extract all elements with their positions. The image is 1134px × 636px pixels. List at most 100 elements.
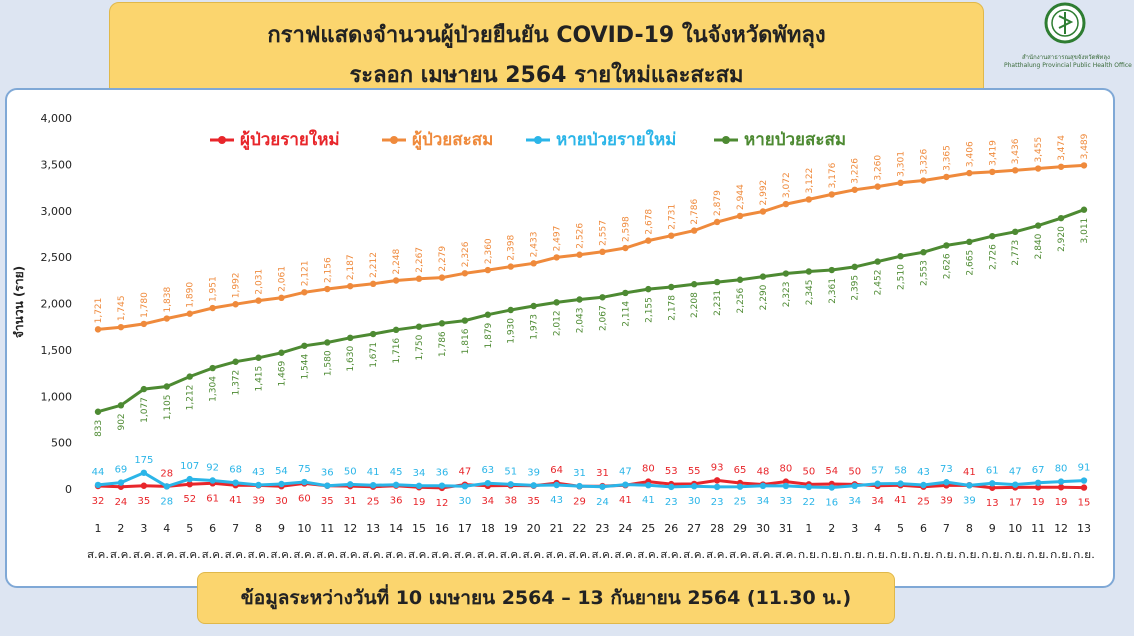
data-point bbox=[713, 218, 721, 226]
data-point bbox=[851, 482, 858, 490]
data-point bbox=[1057, 214, 1065, 222]
data-point bbox=[117, 479, 125, 486]
data-label: 2,433 bbox=[530, 232, 540, 258]
x-tick-label: 6 bbox=[209, 522, 216, 535]
data-label: 41 bbox=[367, 467, 380, 478]
data-point bbox=[461, 483, 469, 490]
data-point bbox=[1080, 477, 1088, 484]
data-label: 39 bbox=[963, 495, 976, 506]
data-point bbox=[278, 294, 285, 302]
data-label: 2,067 bbox=[598, 305, 608, 331]
data-label: 2,678 bbox=[644, 209, 654, 235]
data-label: 22 bbox=[802, 497, 815, 508]
data-point bbox=[828, 266, 835, 274]
x-tick-label: 5 bbox=[186, 522, 193, 535]
data-label: 41 bbox=[963, 467, 976, 478]
data-point bbox=[576, 251, 583, 258]
x-month-label: ส.ค. bbox=[362, 550, 384, 561]
x-tick-label: 17 bbox=[458, 522, 472, 535]
data-label: 1,780 bbox=[140, 292, 150, 318]
x-month-label: ส.ค. bbox=[270, 550, 292, 561]
data-label: 25 bbox=[917, 497, 930, 508]
data-label: 2,187 bbox=[346, 254, 356, 280]
x-tick-label: 16 bbox=[435, 522, 449, 535]
data-point bbox=[989, 484, 996, 491]
data-label: 73 bbox=[940, 464, 953, 475]
data-label: 50 bbox=[802, 466, 815, 477]
org-name-thai: สำนักงานสาธารณสุขจังหวัดพัทลุง bbox=[1022, 54, 1110, 61]
data-point bbox=[920, 177, 927, 184]
x-tick-label: 10 bbox=[1008, 522, 1022, 535]
data-label: 2,665 bbox=[965, 250, 975, 276]
chart-title: กราฟแสดงจำนวนผู้ป่วยยืนยัน COVID-19 ในจั… bbox=[267, 23, 826, 48]
x-month-label: ส.ค. bbox=[614, 550, 636, 561]
data-label: 2,290 bbox=[759, 284, 769, 310]
data-label: 2,731 bbox=[667, 204, 677, 230]
data-label: 31 bbox=[344, 496, 357, 507]
data-label: 1,992 bbox=[232, 272, 242, 298]
data-label: 2,361 bbox=[828, 278, 838, 304]
series-line-3 bbox=[97, 471, 1085, 490]
data-label: 2,510 bbox=[897, 264, 907, 290]
data-label: 2,121 bbox=[300, 261, 310, 287]
data-label: 3,122 bbox=[805, 168, 815, 194]
x-month-label: ก.ย. bbox=[1027, 550, 1049, 561]
data-point bbox=[347, 481, 354, 488]
data-label: 2,326 bbox=[461, 241, 471, 267]
data-label: 2,323 bbox=[782, 282, 792, 308]
data-point bbox=[1012, 481, 1019, 488]
data-label: 47 bbox=[459, 467, 472, 478]
x-tick-label: 8 bbox=[966, 522, 973, 535]
data-point bbox=[255, 354, 262, 361]
x-tick-label: 15 bbox=[412, 522, 426, 535]
data-label: 63 bbox=[481, 465, 494, 476]
x-tick-label: 11 bbox=[1031, 522, 1045, 535]
data-label: 2,043 bbox=[576, 308, 586, 334]
data-label: 93 bbox=[711, 462, 724, 473]
x-month-label: ก.ย. bbox=[867, 550, 889, 561]
x-tick-label: 18 bbox=[481, 522, 495, 535]
data-label: 36 bbox=[436, 468, 449, 479]
data-point bbox=[1080, 484, 1088, 491]
data-label: 2,726 bbox=[988, 244, 998, 270]
data-label: 23 bbox=[711, 497, 724, 508]
data-label: 175 bbox=[134, 455, 153, 466]
data-label: 3,455 bbox=[1034, 137, 1044, 163]
data-label: 61 bbox=[986, 465, 999, 476]
data-point bbox=[94, 326, 102, 333]
data-label: 55 bbox=[688, 466, 701, 477]
data-point bbox=[301, 342, 308, 349]
data-point bbox=[461, 270, 469, 277]
x-tick-label: 1 bbox=[805, 522, 812, 535]
data-point bbox=[851, 263, 858, 271]
y-tick-label: 500 bbox=[51, 437, 72, 450]
x-tick-label: 13 bbox=[366, 522, 380, 535]
data-point bbox=[622, 244, 629, 252]
data-point bbox=[1034, 222, 1042, 229]
data-point bbox=[209, 364, 216, 372]
data-point bbox=[622, 481, 629, 488]
x-tick-label: 7 bbox=[232, 522, 239, 535]
data-point bbox=[369, 280, 377, 288]
data-point bbox=[232, 301, 239, 308]
x-month-label: ก.ย. bbox=[798, 550, 820, 561]
data-label: 47 bbox=[619, 467, 632, 478]
data-label: 3,011 bbox=[1080, 218, 1090, 244]
y-tick-label: 2,500 bbox=[41, 251, 73, 264]
data-point bbox=[484, 311, 492, 318]
data-label: 2,553 bbox=[919, 260, 929, 286]
data-point bbox=[828, 191, 835, 198]
data-label: 3,176 bbox=[828, 162, 838, 188]
data-label: 60 bbox=[298, 493, 311, 504]
data-point bbox=[1080, 162, 1088, 169]
data-point bbox=[186, 480, 193, 488]
data-label: 43 bbox=[550, 495, 563, 506]
data-label: 2,557 bbox=[598, 220, 608, 246]
x-tick-label: 3 bbox=[140, 522, 147, 535]
data-label: 2,114 bbox=[621, 301, 631, 327]
data-point bbox=[209, 477, 216, 484]
data-point bbox=[553, 481, 560, 489]
data-label: 23 bbox=[665, 497, 678, 508]
x-month-label: ก.ย. bbox=[981, 550, 1003, 561]
data-label: 36 bbox=[321, 468, 334, 479]
